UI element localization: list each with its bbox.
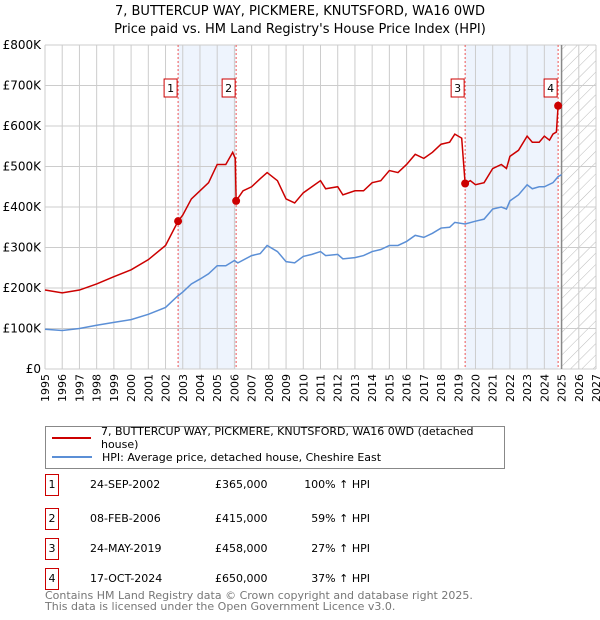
x-tick-label: 2014	[366, 374, 379, 402]
y-tick-label: £800K	[3, 38, 43, 52]
legend-swatch-hpi	[52, 456, 92, 458]
x-tick-label: 1996	[56, 374, 69, 402]
x-tick-label: 2007	[246, 374, 259, 402]
x-tick-label: 2009	[280, 374, 293, 402]
x-tick-label: 1998	[91, 374, 104, 402]
sale-date: 24-MAY-2019	[90, 542, 162, 555]
x-tick-label: 2001	[142, 374, 155, 402]
sale-point	[174, 217, 183, 226]
sale-row: 3 24-MAY-2019 £458,000 27% ↑ HPI	[45, 538, 445, 560]
x-tick-label: 2017	[418, 374, 431, 402]
x-tick-label: 2012	[332, 374, 345, 402]
x-tick-label: 1997	[73, 374, 86, 402]
sale-hpi-change: 59% ↑ HPI	[311, 512, 370, 525]
sale-hpi-change: 27% ↑ HPI	[311, 542, 370, 555]
sale-label-box	[450, 78, 465, 98]
legend-label: HPI: Average price, detached house, Ches…	[102, 450, 382, 464]
x-tick-label: 2019	[452, 374, 465, 402]
x-tick-label: 2006	[228, 374, 241, 402]
x-tick-label: 2004	[194, 374, 207, 402]
sale-hpi-change: 37% ↑ HPI	[311, 572, 370, 585]
x-tick-label: 2024	[538, 374, 551, 402]
sale-date: 17-OCT-2024	[90, 572, 163, 585]
sale-point	[232, 196, 241, 205]
sale-label: 1	[167, 82, 174, 95]
x-tick-label: 1999	[108, 374, 121, 402]
x-tick-label: 2025	[556, 374, 569, 402]
y-tick-label: £0	[26, 362, 41, 376]
x-tick-label: 2003	[177, 374, 190, 402]
x-tick-label: 2026	[573, 374, 586, 402]
y-tick-label: £200K	[3, 281, 43, 295]
sale-point	[554, 101, 563, 110]
sale-number: 4	[45, 568, 59, 590]
sale-row: 1 24-SEP-2002 £365,000 100% ↑ HPI	[45, 474, 445, 496]
sale-number: 3	[45, 538, 59, 560]
sale-label: 3	[454, 82, 461, 95]
sale-label-box	[163, 78, 178, 98]
footer: Contains HM Land Registry data © Crown c…	[45, 590, 473, 612]
y-tick-label: £100K	[3, 322, 43, 336]
sale-hpi-change: 100% ↑ HPI	[304, 478, 370, 491]
legend-swatch-property	[52, 437, 91, 439]
x-tick-label: 2016	[401, 374, 414, 402]
legend-item-hpi: HPI: Average price, detached house, Ches…	[52, 448, 381, 466]
x-tick-label: 2011	[315, 374, 328, 402]
x-tick-label: 2027	[590, 374, 600, 402]
sale-price: £365,000	[215, 478, 268, 491]
series-line-property	[44, 105, 559, 294]
series-line-hpi	[44, 173, 562, 332]
x-tick-label: 2005	[211, 374, 224, 402]
x-tick-label: 1995	[39, 374, 52, 402]
y-tick-label: £700K	[3, 79, 43, 93]
sale-price: £415,000	[215, 512, 268, 525]
footer-line: Contains HM Land Registry data © Crown c…	[45, 589, 473, 602]
sale-label-box	[221, 78, 236, 98]
y-tick-label: £500K	[3, 160, 43, 174]
sale-price: £650,000	[215, 572, 268, 585]
legend-label: 7, BUTTERCUP WAY, PICKMERE, KNUTSFORD, W…	[100, 425, 474, 451]
price-chart: 1995 1996 1997 1998 1999 2000 2001 2002 2003 2004…	[3, 38, 600, 402]
chart-legend: 7, BUTTERCUP WAY, PICKMERE, KNUTSFORD, W…	[45, 425, 505, 469]
x-tick-label: 2021	[487, 374, 500, 402]
legend-item-property: 7, BUTTERCUP WAY, PICKMERE, KNUTSFORD, W…	[52, 425, 504, 451]
chart-title: 7, BUTTERCUP WAY, PICKMERE, KNUTSFORD, W…	[114, 4, 486, 19]
footer-line: This data is licensed under the Open Gov…	[45, 600, 396, 613]
x-tick-label: 2013	[349, 374, 362, 402]
sale-price: £458,000	[215, 542, 268, 555]
x-tick-label: 2000	[125, 374, 138, 402]
sale-number: 1	[45, 474, 59, 496]
x-tick-label: 2022	[504, 374, 517, 402]
sale-number: 2	[45, 508, 59, 530]
sale-date: 24-SEP-2002	[90, 478, 161, 491]
y-tick-label: £300K	[3, 241, 43, 255]
y-tick-label: £400K	[3, 200, 43, 214]
y-tick-label: £600K	[3, 119, 43, 133]
x-tick-label: 2010	[297, 374, 310, 402]
x-tick-label: 2002	[160, 374, 173, 402]
sale-date: 08-FEB-2006	[90, 512, 161, 525]
sale-row: 2 08-FEB-2006 £415,000 59% ↑ HPI	[45, 508, 445, 530]
sale-point	[461, 179, 470, 188]
sale-label: 2	[225, 82, 232, 95]
x-tick-label: 2008	[263, 374, 276, 402]
sale-label-box	[543, 78, 558, 98]
x-tick-label: 2018	[435, 374, 448, 402]
chart-subtitle: Price paid vs. HM Land Registry's House …	[114, 22, 486, 37]
sale-row: 4 17-OCT-2024 £650,000 37% ↑ HPI	[45, 568, 445, 590]
sale-label: 4	[547, 82, 554, 95]
x-tick-label: 2015	[383, 374, 396, 402]
x-tick-label: 2020	[469, 374, 482, 402]
x-tick-label: 2023	[521, 374, 534, 402]
